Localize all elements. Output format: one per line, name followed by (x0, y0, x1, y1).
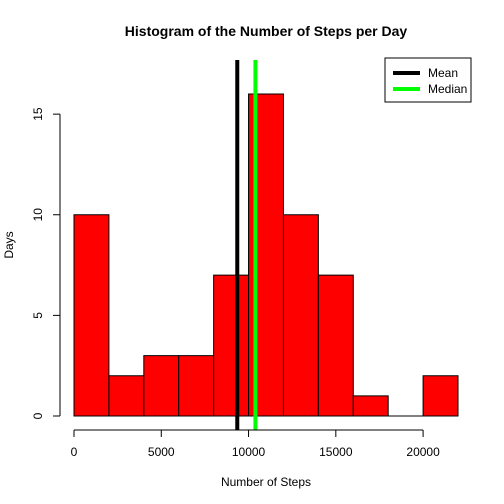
x-tick-label: 5000 (148, 445, 175, 459)
histogram-bar (352, 395, 389, 417)
x-tick-label: 20000 (406, 445, 440, 459)
histogram-bar (108, 375, 145, 417)
y-tick-label: 15 (31, 107, 45, 121)
histogram-bar (317, 274, 354, 417)
reference-lines-group (235, 60, 258, 430)
x-tick-label: 15000 (319, 445, 353, 459)
histogram-bar (422, 375, 459, 417)
histogram-bar (143, 355, 180, 417)
x-tick-label: 10000 (232, 445, 266, 459)
bars-group (73, 93, 459, 417)
legend-label: Mean (428, 66, 458, 80)
histogram-bar (178, 355, 215, 417)
legend: Mean Median (384, 57, 472, 103)
x-axis-label: Number of Steps (221, 475, 311, 489)
x-tick-label: 0 (71, 445, 78, 459)
y-tick-label: 0 (31, 412, 45, 419)
chart-title: Histogram of the Number of Steps per Day (125, 23, 408, 39)
histogram-bar (282, 214, 319, 417)
y-tick-label: 5 (31, 312, 45, 319)
x-axis: 0 5000 10000 15000 20000 (71, 429, 440, 459)
y-axis: 0 5 10 15 (31, 107, 61, 419)
legend-box (384, 57, 472, 103)
y-tick-label: 10 (31, 208, 45, 222)
histogram-bar (213, 274, 250, 417)
y-axis-label: Days (2, 231, 16, 258)
legend-label: Median (428, 82, 467, 96)
histogram-bar (73, 214, 110, 417)
